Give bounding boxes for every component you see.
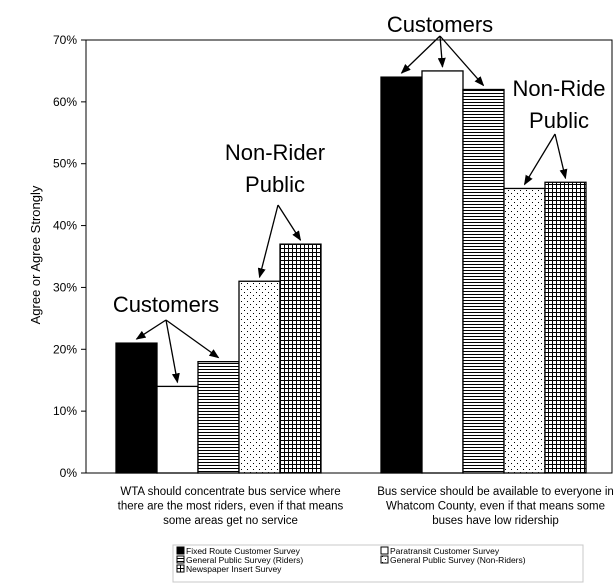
y-axis: 0% 10% 20% 30% 40% 50% 60% 70% bbox=[53, 33, 86, 480]
annotation-label: Non-Ride bbox=[513, 76, 606, 101]
legend-swatch bbox=[176, 564, 185, 573]
legend-swatch bbox=[380, 555, 389, 564]
y-tick-label: 20% bbox=[53, 342, 77, 356]
legend-swatch bbox=[176, 546, 185, 555]
category-label: some areas get no service bbox=[163, 515, 298, 527]
bar bbox=[544, 181, 587, 474]
legend: Fixed Route Customer Survey Paratransit C… bbox=[172, 544, 584, 583]
annotation-label: Public bbox=[245, 172, 305, 197]
bar bbox=[503, 187, 546, 474]
annotation-arrow bbox=[523, 133, 556, 186]
annotation-arrow bbox=[400, 35, 441, 74]
annotation-label: Public bbox=[529, 108, 589, 133]
legend-label: Newspaper Insert Survey bbox=[186, 564, 282, 574]
annotation-arrow bbox=[277, 204, 302, 241]
bar bbox=[462, 88, 505, 474]
annotation-label: Non-Rider bbox=[225, 140, 325, 165]
y-tick-label: 30% bbox=[53, 280, 77, 294]
y-tick-label: 70% bbox=[53, 33, 77, 47]
annotation-label: Customers bbox=[113, 292, 219, 317]
legend-label: General Public Survey (Non-Riders) bbox=[390, 555, 526, 565]
category-label: there are the most riders, even if that … bbox=[118, 501, 344, 513]
annotations: Customers Non-Rider Public Customers Non-Rid… bbox=[113, 12, 606, 384]
annotation-arrow bbox=[437, 35, 446, 68]
annotation-label: Customers bbox=[387, 12, 493, 37]
y-tick-label: 40% bbox=[53, 219, 77, 233]
bar bbox=[156, 385, 199, 474]
y-axis-title: Agree or Agree Strongly bbox=[28, 185, 43, 324]
legend-swatch bbox=[380, 546, 389, 555]
bar bbox=[115, 342, 158, 474]
bar bbox=[380, 76, 423, 474]
annotation-arrow bbox=[165, 319, 180, 384]
y-tick-label: 0% bbox=[60, 466, 78, 480]
y-tick-label: 10% bbox=[53, 404, 77, 418]
annotation-arrow bbox=[554, 133, 568, 180]
legend-label: General Public Survey (Riders) bbox=[186, 555, 303, 565]
plot-frame bbox=[85, 39, 613, 474]
bar bbox=[238, 280, 281, 474]
bars bbox=[115, 70, 587, 474]
category-label: buses have low ridership bbox=[432, 515, 559, 527]
bar bbox=[421, 70, 464, 474]
category-label: WTA should concentrate bus service where bbox=[120, 486, 340, 498]
plot-area-border bbox=[85, 39, 613, 474]
annotation-arrow bbox=[257, 204, 279, 279]
annotation-arrow bbox=[439, 35, 485, 87]
legend-label: Paratransit Customer Survey bbox=[390, 546, 500, 556]
category-label: Bus service should be available to every… bbox=[377, 486, 614, 498]
legend-label: Fixed Route Customer Survey bbox=[186, 546, 301, 556]
legend-swatch bbox=[176, 555, 185, 564]
annotation-arrow bbox=[165, 319, 220, 359]
annotation-arrow bbox=[135, 319, 167, 340]
category-label: Whatcom County, even if that means some bbox=[386, 501, 605, 513]
legend-box bbox=[172, 544, 584, 583]
y-tick-label: 60% bbox=[53, 95, 77, 109]
bar bbox=[279, 243, 322, 474]
y-tick-label: 50% bbox=[53, 157, 77, 171]
bar bbox=[197, 361, 240, 474]
x-axis-labels: WTA should concentrate bus service where… bbox=[118, 486, 614, 527]
